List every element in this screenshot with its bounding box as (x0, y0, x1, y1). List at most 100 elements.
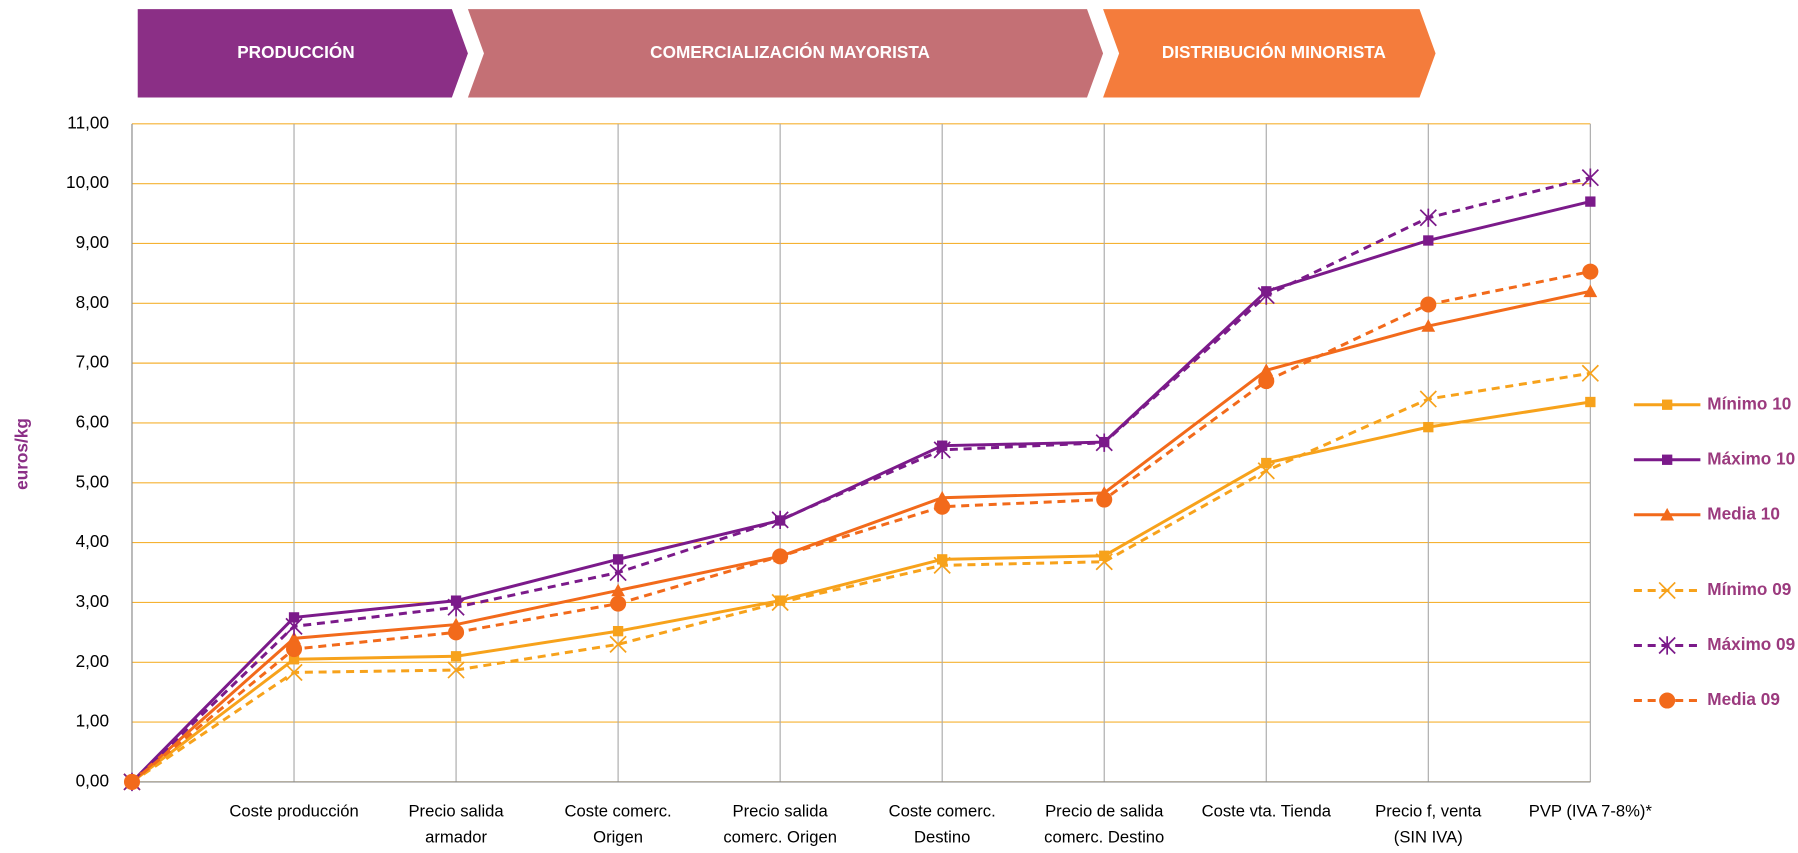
stage-banner (1103, 9, 1436, 98)
legend-marker (1658, 636, 1676, 655)
data-point (1095, 553, 1113, 571)
y-tick-label: 8,00 (76, 292, 109, 312)
y-tick-label: 11,00 (67, 112, 109, 132)
data-point (610, 595, 627, 612)
data-point (1581, 168, 1599, 187)
data-point (1257, 286, 1275, 305)
data-point (774, 595, 786, 606)
y-axis-label: euros/kg (12, 418, 32, 490)
series-line (130, 176, 1591, 783)
stage-label: COMERCIALIZACIÓN MAYORISTA (650, 42, 930, 62)
legend-label: Mínimo 09 (1707, 579, 1791, 599)
x-tick-label-box: PVP (IVA 7-8%)* (1528, 802, 1652, 821)
series-line (131, 400, 1591, 784)
x-tick-label: Precio de salida comerc. Destino (1044, 802, 1165, 848)
data-point (448, 624, 465, 641)
legend-label: Media 10 (1707, 503, 1780, 523)
data-point (285, 617, 303, 636)
data-point (447, 661, 465, 679)
legend-marker (1659, 692, 1676, 709)
data-point (1419, 208, 1437, 227)
data-point (286, 641, 303, 658)
series-line (130, 200, 1591, 783)
legend-marker (1661, 454, 1673, 465)
x-tick-label: Precio salida comerc. Origen (723, 802, 837, 848)
x-tick-label-box: Precio f, venta (SIN IVA) (1375, 802, 1482, 848)
y-tick-label: 10,00 (66, 172, 109, 192)
x-tick-label: Precio salida armador (408, 802, 504, 848)
data-point (123, 773, 141, 790)
data-point (1095, 433, 1113, 452)
legend-marker (1661, 399, 1673, 410)
x-tick-label-box: Precio salida comerc. Origen (723, 802, 837, 848)
data-point (1096, 491, 1113, 508)
data-point (771, 593, 789, 612)
data-point (1583, 284, 1598, 298)
y-tick-label: 6,00 (76, 412, 109, 432)
legend-marker (1658, 581, 1676, 600)
y-tick-label: 4,00 (76, 531, 109, 551)
data-point (1581, 364, 1599, 382)
data-point (447, 598, 465, 617)
legend-label: Máximo 09 (1707, 634, 1795, 654)
y-tick-label: 3,00 (76, 591, 109, 611)
data-point (609, 563, 627, 582)
data-point (1423, 421, 1434, 433)
series-line (131, 371, 1591, 784)
data-point (1423, 235, 1434, 246)
x-tick-label-box: Coste vta. Tienda (1201, 802, 1331, 821)
legend-label: Mínimo 10 (1707, 393, 1791, 413)
data-point (1261, 457, 1272, 469)
y-tick-label: 2,00 (76, 651, 109, 671)
legend-marker (1660, 507, 1675, 521)
x-tick-label: Coste comerc. Destino (888, 802, 996, 848)
stage-banner (137, 9, 468, 98)
data-point (288, 654, 300, 665)
data-point (1421, 319, 1436, 332)
data-point (1099, 550, 1110, 561)
x-tick-label-box: Coste producción (229, 802, 359, 821)
series-line (130, 289, 1591, 784)
x-tick-label-box: Precio salida armador (408, 802, 504, 848)
data-point (1259, 363, 1274, 377)
data-point (933, 556, 951, 574)
data-point (1585, 396, 1596, 408)
x-tick-label: PVP (IVA 7-8%)* (1528, 802, 1652, 821)
x-tick-label-box: Coste comerc. Destino (888, 802, 996, 848)
y-tick-label: 0,00 (76, 770, 109, 790)
data-point (285, 663, 303, 682)
y-tick-label: 1,00 (76, 711, 109, 731)
data-point (611, 583, 625, 597)
data-point (609, 635, 627, 653)
x-tick-label: Coste producción (229, 802, 359, 821)
data-point (612, 554, 624, 565)
x-tick-label-box: Coste comerc. Origen (564, 802, 672, 848)
data-point (1582, 263, 1599, 280)
data-point (771, 510, 789, 530)
x-tick-label: Precio f, venta (SIN IVA) (1375, 802, 1482, 848)
series-line (131, 270, 1591, 784)
stage-label: PRODUCCIÓN (237, 42, 354, 62)
y-tick-label: 7,00 (76, 352, 109, 372)
stage-label: DISTRIBUCIÓN MINORISTA (1162, 42, 1386, 62)
data-point (772, 548, 789, 565)
data-point (1420, 296, 1437, 313)
data-point (937, 554, 948, 565)
x-tick-label: Coste vta. Tienda (1201, 802, 1331, 821)
data-point (933, 440, 951, 460)
y-tick-label: 9,00 (76, 232, 109, 252)
data-point (1258, 373, 1275, 390)
legend-label: Máximo 10 (1707, 448, 1795, 468)
y-tick-label: 5,00 (76, 471, 109, 491)
data-point (1419, 390, 1437, 408)
data-point (450, 651, 462, 662)
legend-label: Media 09 (1707, 689, 1780, 709)
x-tick-label: Coste comerc. Origen (564, 802, 672, 848)
data-point (612, 625, 624, 637)
data-point (287, 631, 301, 645)
data-point (1585, 196, 1596, 207)
data-point (934, 498, 951, 515)
data-point (1257, 462, 1275, 480)
x-tick-label-box: Precio de salida comerc. Destino (1044, 802, 1165, 848)
